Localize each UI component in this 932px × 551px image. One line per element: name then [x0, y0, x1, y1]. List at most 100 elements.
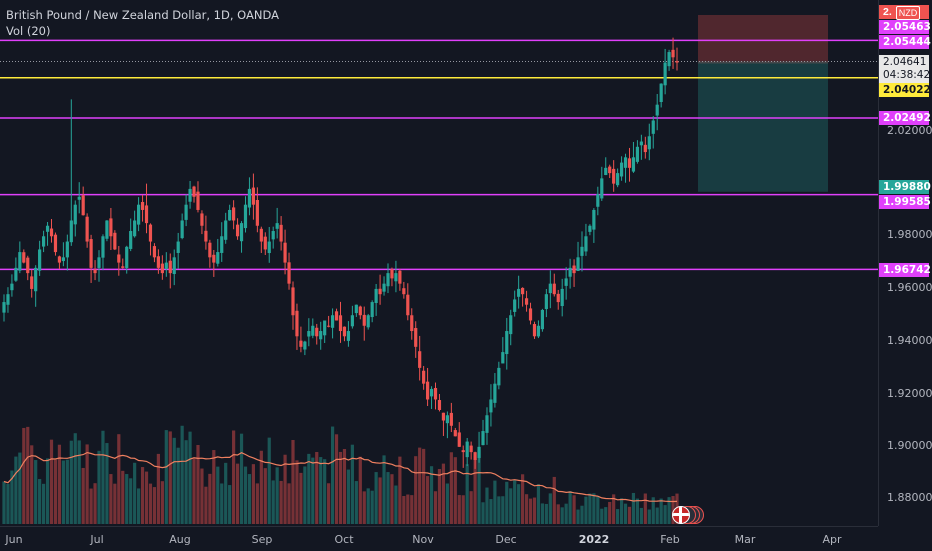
volume-bar: [89, 488, 93, 524]
volume-bar: [410, 495, 414, 524]
candle-body: [572, 265, 576, 274]
volume-bar: [631, 492, 636, 524]
uk-flag-icon[interactable]: [672, 506, 690, 524]
volume-bar: [433, 491, 438, 524]
candle-body: [544, 294, 548, 310]
volume-bar: [65, 459, 69, 524]
candle-body: [224, 220, 228, 240]
volume-bar: [536, 484, 541, 524]
volume-bar: [327, 483, 331, 524]
volume-indicator-label[interactable]: Vol (20): [6, 24, 51, 38]
volume-bar: [311, 457, 315, 524]
volume-bar: [505, 481, 509, 524]
volume-bar: [307, 453, 311, 524]
volume-bar: [235, 463, 240, 524]
candle-body: [524, 298, 529, 305]
candle-body: [315, 327, 319, 337]
volume-bar: [121, 470, 125, 524]
candle-body: [528, 308, 533, 321]
volume-bar: [53, 459, 58, 524]
candle-body: [259, 228, 263, 242]
volume-bar: [160, 481, 164, 524]
volume-bar: [105, 443, 109, 524]
volume-bar: [528, 498, 533, 524]
volume-bar: [164, 430, 168, 524]
volume-bar: [346, 469, 351, 524]
candle-body: [287, 262, 291, 284]
candle-body: [295, 310, 299, 337]
candle-body: [627, 158, 632, 168]
candle-body: [370, 302, 374, 318]
candle-body: [485, 415, 489, 433]
candle-body: [556, 293, 560, 303]
time-axis[interactable]: Jun Jul Aug Sep Oct Nov Dec 2022 Feb Mar…: [0, 526, 878, 551]
candle-body: [125, 246, 129, 268]
candle-body: [176, 241, 180, 253]
candle-body: [327, 325, 331, 327]
current-price-tag: 2.04641 04:38:42: [879, 55, 930, 83]
price-tick: 1.96000: [887, 281, 932, 294]
volume-bar: [425, 476, 430, 524]
volume-bar: [560, 507, 564, 524]
candle-body: [437, 400, 442, 410]
candle-body: [61, 257, 65, 262]
candle-body: [655, 104, 659, 116]
candle-body: [453, 430, 457, 437]
price-chart-plot[interactable]: [0, 0, 878, 526]
candle-body: [350, 315, 354, 327]
volume-bar: [342, 448, 347, 524]
candle-body: [643, 144, 647, 153]
candle-body: [2, 302, 6, 313]
candle-body: [200, 213, 204, 226]
volume-bar: [220, 483, 224, 524]
volume-bar: [596, 496, 600, 524]
volume-bar: [34, 460, 38, 524]
candle-body: [465, 441, 469, 458]
volume-bar: [109, 474, 113, 524]
time-tick-year: 2022: [578, 533, 610, 546]
candle-body: [671, 49, 675, 58]
time-tick: Sep: [251, 533, 273, 546]
volume-bar: [564, 503, 568, 524]
volume-bar: [540, 503, 544, 524]
candle-body: [228, 209, 232, 221]
volume-bar: [152, 487, 157, 524]
candle-body: [564, 278, 568, 286]
volume-bar: [473, 459, 477, 524]
candle-body: [73, 204, 77, 225]
candle-body: [425, 381, 430, 400]
candle-body: [358, 306, 362, 316]
symbol-title[interactable]: British Pound / New Zealand Dollar, 1D, …: [6, 8, 279, 22]
candle-body: [647, 136, 651, 150]
volume-bar: [168, 431, 172, 524]
volume-bar: [517, 484, 521, 524]
candle-body: [592, 209, 596, 230]
volume-bar: [251, 464, 256, 524]
candle-body: [481, 431, 485, 446]
candle-body: [196, 191, 200, 210]
price-axis[interactable]: 2.02000 1.98000 1.96000 1.94000 1.92000 …: [878, 0, 932, 526]
volume-bar: [619, 498, 624, 524]
candle-body: [346, 331, 351, 341]
candle-body: [133, 220, 137, 237]
volume-bar: [156, 453, 160, 524]
volume-bar: [287, 483, 291, 524]
volume-bar: [283, 454, 287, 524]
time-tick: Nov: [412, 533, 434, 546]
volume-bar: [572, 495, 576, 524]
volume-bar: [548, 493, 552, 524]
volume-bar: [184, 440, 188, 524]
volume-bar: [358, 456, 362, 524]
volume-bar: [228, 485, 232, 524]
position-target-zone: [698, 61, 828, 192]
volume-bar: [406, 494, 410, 524]
candle-body: [461, 450, 465, 453]
currency-badge[interactable]: NZD: [896, 6, 920, 20]
volume-bar: [77, 440, 81, 524]
volume-bar: [73, 433, 77, 524]
candle-body: [279, 224, 283, 242]
candle-body: [445, 415, 449, 424]
volume-bar: [552, 476, 556, 524]
candle-body: [216, 252, 220, 264]
